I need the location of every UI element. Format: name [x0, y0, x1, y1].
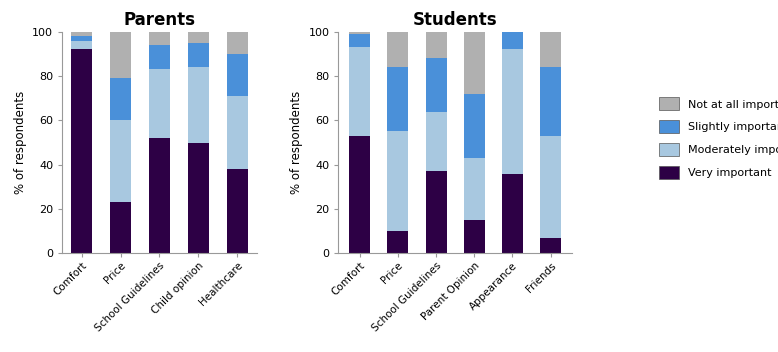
Bar — [502, 174, 523, 253]
Bar — [149, 69, 170, 138]
Title: Students: Students — [413, 11, 497, 29]
Bar — [71, 32, 93, 36]
Title: Parents: Parents — [124, 11, 195, 29]
Bar — [149, 138, 170, 253]
Bar — [464, 32, 485, 94]
Bar — [387, 67, 408, 131]
Bar — [502, 32, 523, 49]
Bar — [540, 136, 561, 238]
Bar — [426, 32, 447, 58]
Bar — [426, 171, 447, 253]
Bar — [349, 32, 370, 34]
Bar — [71, 36, 93, 40]
Bar — [187, 32, 209, 43]
Bar — [110, 78, 131, 120]
Bar — [540, 67, 561, 136]
Bar — [226, 96, 248, 169]
Bar — [387, 131, 408, 231]
Bar — [226, 32, 248, 54]
Bar — [540, 32, 561, 67]
Bar — [464, 94, 485, 158]
Bar — [149, 45, 170, 69]
Bar — [226, 169, 248, 253]
Bar — [540, 238, 561, 253]
Bar — [502, 49, 523, 174]
Bar — [464, 220, 485, 253]
Y-axis label: % of respondents: % of respondents — [14, 91, 26, 194]
Bar — [187, 143, 209, 253]
Y-axis label: % of respondents: % of respondents — [290, 91, 303, 194]
Bar — [426, 58, 447, 112]
Bar — [226, 54, 248, 96]
Bar — [149, 32, 170, 45]
Bar — [110, 32, 131, 78]
Bar — [187, 43, 209, 67]
Bar — [349, 136, 370, 253]
Bar — [349, 34, 370, 47]
Bar — [110, 120, 131, 202]
Bar — [71, 40, 93, 49]
Bar — [387, 32, 408, 67]
Bar — [349, 47, 370, 136]
Bar — [110, 202, 131, 253]
Legend: Not at all important, Slightly important, Moderately important, Very important: Not at all important, Slightly important… — [654, 92, 778, 184]
Bar — [187, 67, 209, 143]
Bar — [71, 49, 93, 253]
Bar — [464, 158, 485, 220]
Bar — [426, 112, 447, 171]
Bar — [387, 231, 408, 253]
